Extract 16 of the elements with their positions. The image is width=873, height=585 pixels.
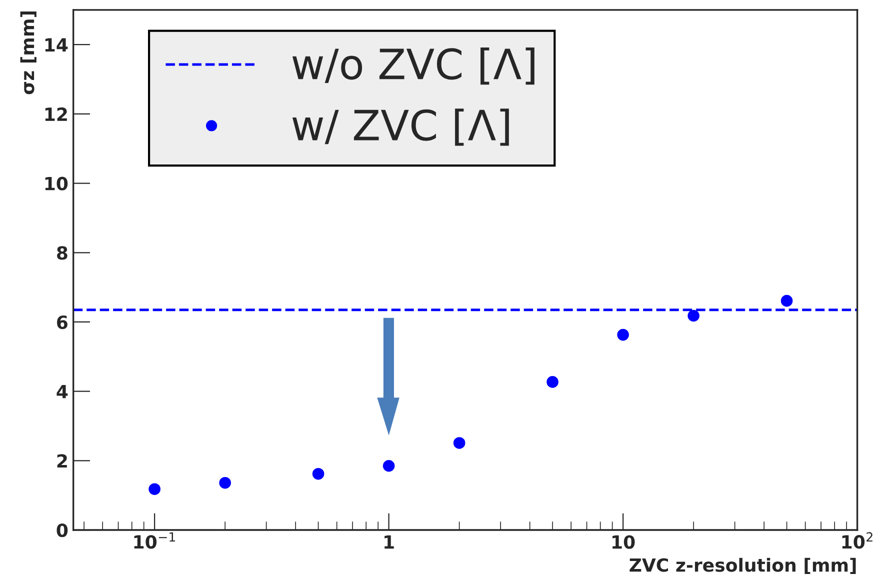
y-tick-label: 14 <box>45 38 68 52</box>
x-tick-label: 10 <box>612 535 635 549</box>
y-tick-label: 10 <box>45 176 68 190</box>
y-tick-label: 4 <box>56 385 68 398</box>
x-tick-label: 1 <box>384 535 394 549</box>
y-axis-title: σz [mm] <box>20 11 36 94</box>
legend-label: w/ ZVC [Λ] <box>292 108 509 146</box>
y-tick-label: 2 <box>57 454 67 468</box>
x-tick-label: 10$^{2}$ <box>842 532 872 549</box>
y-tick-label: 8 <box>57 246 68 260</box>
y-tick-label: 12 <box>45 107 67 121</box>
y-tick-label: 6 <box>57 315 68 330</box>
x-axis-title: ZVC z-resolution [mm] <box>630 558 856 574</box>
legend-label: w/o ZVC [Λ] <box>292 47 534 85</box>
x-tick-label: 10$^{−1}$ <box>134 532 176 549</box>
y-tick-label: 0 <box>56 523 68 538</box>
